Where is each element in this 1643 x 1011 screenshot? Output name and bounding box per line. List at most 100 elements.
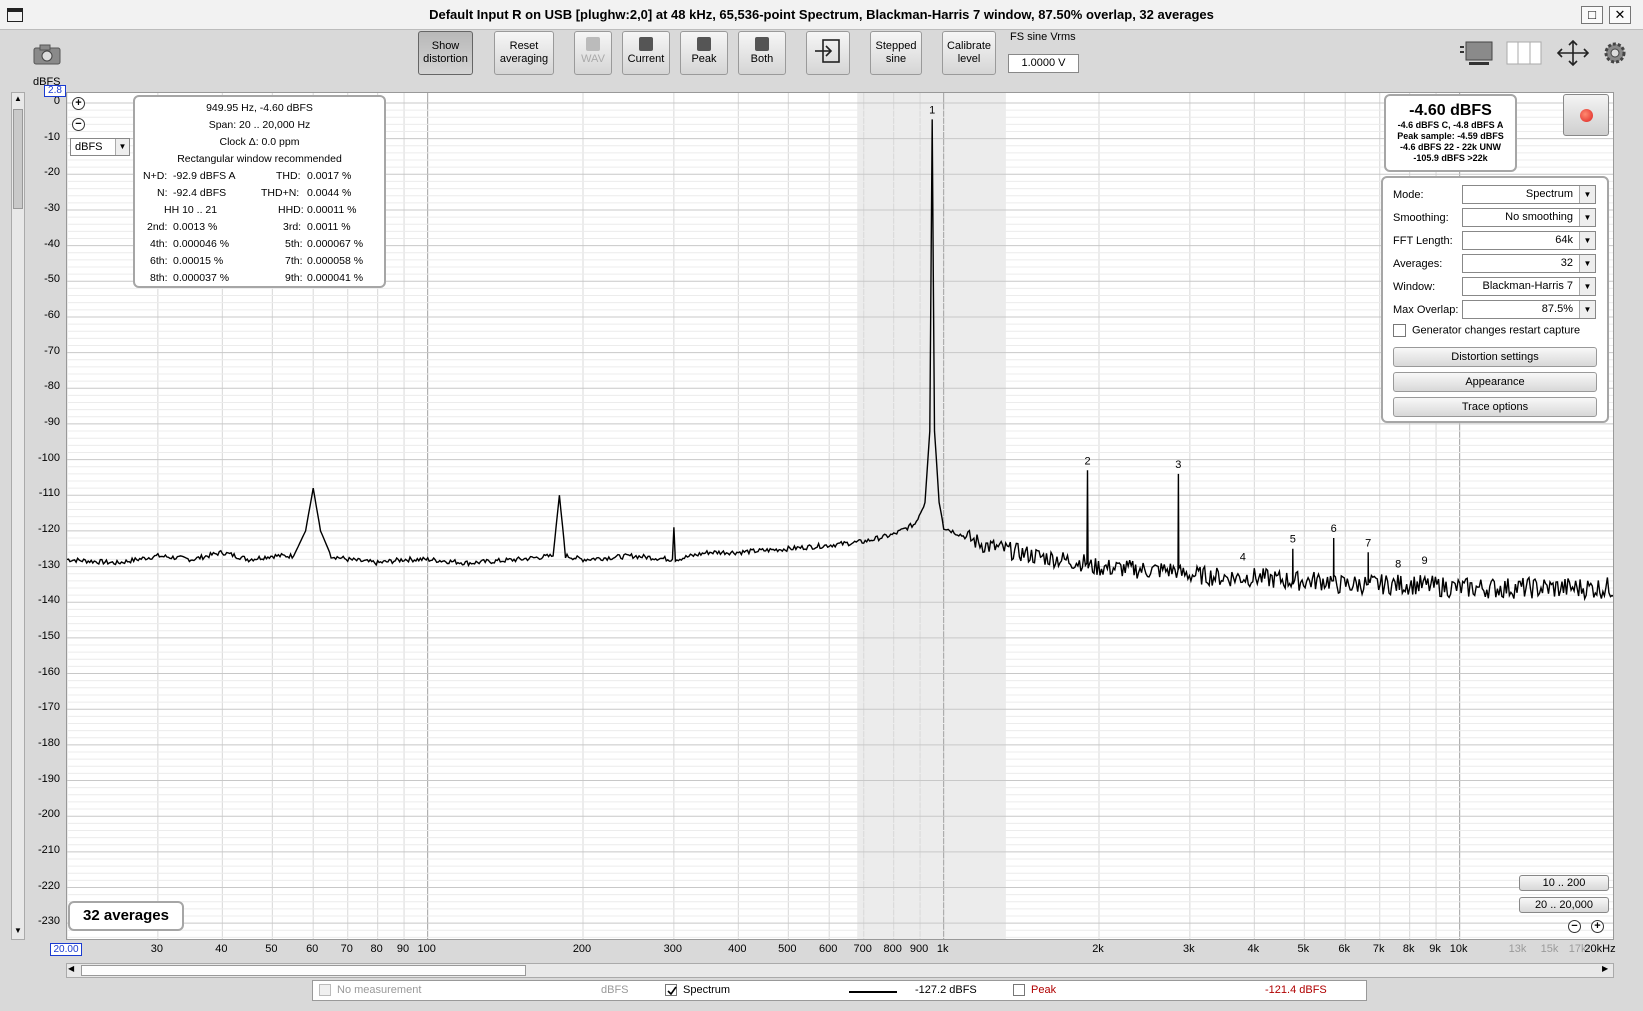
peak-label: Peak xyxy=(1031,984,1057,996)
range-10-200-button[interactable]: 10 .. 200 xyxy=(1519,875,1609,891)
spectrum-checkbox[interactable] xyxy=(665,984,677,997)
chevron-down-icon: ▼ xyxy=(1579,278,1595,295)
gear-icon[interactable] xyxy=(1602,40,1628,66)
smoothing-label: Smoothing: xyxy=(1393,212,1449,224)
y-tick-label: -70 xyxy=(44,344,60,357)
appearance-button[interactable]: Appearance xyxy=(1393,372,1597,392)
h8-value: 0.000037 % xyxy=(173,272,230,284)
horizontal-scroll-thumb[interactable] xyxy=(81,965,526,976)
window-value: Blackman-Harris 7 xyxy=(1482,280,1573,292)
info-frequency-level: 949.95 Hz, -4.60 dBFS xyxy=(206,102,313,114)
thd-label: THD: xyxy=(276,170,301,182)
scroll-down-icon[interactable]: ▼ xyxy=(14,926,22,935)
x-tick-label: 13k xyxy=(1508,943,1527,955)
level-readout: -4.60 dBFS -4.6 dBFS C, -4.8 dBFS A Peak… xyxy=(1384,94,1517,172)
thd-value: 0.0017 % xyxy=(307,170,352,182)
nd-label: N+D: xyxy=(143,170,168,182)
h4-label: 4th: xyxy=(150,238,168,250)
window-title: Default Input R on USB [plughw:2,0] at 4… xyxy=(429,7,1214,22)
averages-select[interactable]: 32 ▼ xyxy=(1462,254,1596,273)
layout-icon[interactable] xyxy=(1457,38,1495,68)
legend-no-measurement[interactable]: No measurement xyxy=(319,984,421,997)
fft-length-select[interactable]: 64k ▼ xyxy=(1462,231,1596,250)
show-distortion-button[interactable]: Show distortion xyxy=(418,31,473,75)
spectrum-legend-value: -127.2 dBFS xyxy=(915,984,977,996)
both-button[interactable]: Both xyxy=(738,31,786,75)
reset-averaging-button[interactable]: Reset averaging xyxy=(494,31,554,75)
x-tick-label: 5k xyxy=(1297,943,1310,955)
close-button[interactable]: ✕ xyxy=(1609,6,1631,24)
y-top-value[interactable]: 2.8 xyxy=(44,85,66,97)
max-overlap-select[interactable]: 87.5% ▼ xyxy=(1462,300,1596,319)
h8-label: 8th: xyxy=(150,272,168,284)
legend-peak[interactable]: Peak xyxy=(1013,984,1057,997)
y-tick-label: -210 xyxy=(37,843,60,856)
h4-value: 0.000046 % xyxy=(173,238,230,250)
import-button[interactable] xyxy=(806,31,850,75)
x-tick-label: 17k xyxy=(1568,943,1587,955)
window-select[interactable]: Blackman-Harris 7 ▼ xyxy=(1462,277,1596,296)
window-label: Window: xyxy=(1393,281,1436,293)
x-zoom-out-icon[interactable]: − xyxy=(1568,920,1581,933)
averages-row: Averages: 32 ▼ xyxy=(1393,254,1603,274)
harmonic-marker-1: 1 xyxy=(929,104,935,116)
chevron-down-icon: ▼ xyxy=(1579,209,1595,226)
save-icon xyxy=(755,37,769,51)
mode-label: Mode: xyxy=(1393,189,1424,201)
zoom-in-icon[interactable]: + xyxy=(72,97,85,110)
generator-restart-checkbox[interactable] xyxy=(1393,324,1406,337)
h5-value: 0.000067 % xyxy=(307,238,364,250)
scroll-up-icon[interactable]: ▲ xyxy=(14,94,22,103)
fs-sine-input[interactable]: 1.0000 V xyxy=(1008,54,1079,73)
camera-icon[interactable] xyxy=(32,42,62,66)
info-window-note: Rectangular window recommended xyxy=(177,153,342,165)
current-button[interactable]: Current xyxy=(622,31,670,75)
unit-select[interactable]: dBFS ▼ xyxy=(70,138,130,156)
mode-select[interactable]: Spectrum ▼ xyxy=(1462,185,1596,204)
y-tick-label: -110 xyxy=(38,487,60,500)
save-icon xyxy=(639,37,653,51)
panels-icon[interactable] xyxy=(1505,40,1543,66)
peak-legend-value: -121.4 dBFS xyxy=(1265,984,1327,996)
range-20-20000-button[interactable]: 20 .. 20,000 xyxy=(1519,897,1609,913)
averages-label: Averages: xyxy=(1393,258,1443,270)
x-left-value[interactable]: 20.00 xyxy=(50,943,82,956)
vertical-scroll-thumb[interactable] xyxy=(13,109,23,209)
record-button[interactable] xyxy=(1563,94,1609,136)
vertical-scrollbar[interactable]: ▲ ▼ xyxy=(11,92,25,940)
smoothing-row: Smoothing: No smoothing ▼ xyxy=(1393,208,1603,228)
h9-value: 0.000041 % xyxy=(307,272,364,284)
trace-options-button[interactable]: Trace options xyxy=(1393,397,1597,417)
x-zoom-in-icon[interactable]: + xyxy=(1591,920,1604,933)
level-above-22k: -105.9 dBFS >22k xyxy=(1413,153,1488,163)
toolbar xyxy=(0,30,1643,88)
generator-restart-option[interactable]: Generator changes restart capture xyxy=(1393,324,1580,337)
scroll-right-icon[interactable]: ▶ xyxy=(1602,964,1609,973)
maximize-button[interactable]: □ xyxy=(1581,6,1603,24)
harmonic-marker-7: 7 xyxy=(1365,537,1371,549)
window-icon[interactable] xyxy=(7,8,23,22)
legend-spectrum[interactable]: Spectrum xyxy=(665,984,730,997)
smoothing-select[interactable]: No smoothing ▼ xyxy=(1462,208,1596,227)
peak-button[interactable]: Peak xyxy=(680,31,728,75)
distortion-settings-button[interactable]: Distortion settings xyxy=(1393,347,1597,367)
x-tick-label: 9k xyxy=(1429,943,1441,955)
zoom-out-icon[interactable]: − xyxy=(72,118,85,131)
calibrate-level-button[interactable]: Calibrate level xyxy=(942,31,996,75)
no-measurement-checkbox[interactable] xyxy=(319,984,331,997)
harmonic-marker-3: 3 xyxy=(1175,459,1181,471)
horizontal-scrollbar[interactable]: ◀ ▶ xyxy=(66,963,1614,978)
wav-button[interactable]: WAV xyxy=(574,31,612,75)
info-span: Span: 20 .. 20,000 Hz xyxy=(208,119,311,131)
fullscreen-arrows-icon[interactable] xyxy=(1555,38,1591,68)
chevron-down-icon: ▼ xyxy=(1579,186,1595,203)
harmonic-marker-9: 9 xyxy=(1422,555,1428,567)
x-tick-label: 400 xyxy=(728,943,747,955)
scroll-left-icon[interactable]: ◀ xyxy=(68,964,75,973)
stepped-sine-button[interactable]: Stepped sine xyxy=(870,31,922,75)
chevron-down-icon: ▼ xyxy=(1579,255,1595,272)
level-weighted: -4.6 dBFS C, -4.8 dBFS A xyxy=(1397,120,1504,130)
mode-value: Spectrum xyxy=(1525,188,1573,200)
peak-checkbox[interactable] xyxy=(1013,984,1025,997)
reset-averaging-line2: averaging xyxy=(499,53,549,65)
